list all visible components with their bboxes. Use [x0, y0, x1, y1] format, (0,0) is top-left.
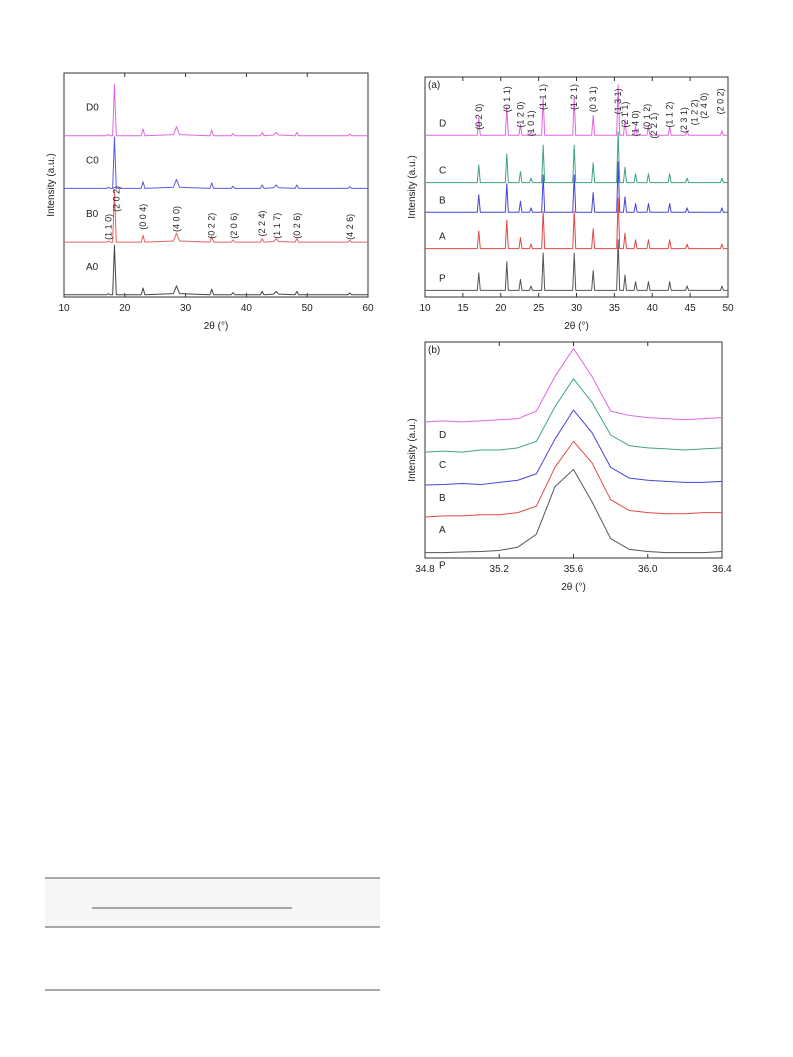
x-tick-label: 20 [495, 303, 507, 314]
peak-label: (0 2 0) [474, 104, 484, 130]
x-tick-label: 15 [457, 303, 469, 314]
trace [424, 409, 723, 486]
series-label: P [439, 561, 446, 572]
series-label: P [439, 273, 446, 284]
peak-label: (2 0 2) [111, 186, 121, 212]
series-label: B0 [86, 209, 99, 220]
x-tick-label: 60 [362, 303, 374, 314]
series-label: D0 [86, 103, 99, 114]
peak-label: (2 0 2) [715, 88, 725, 114]
x-tick-label: 35.6 [564, 564, 584, 575]
trace [425, 239, 728, 291]
y-axis-label: Intensity (a.u.) [407, 418, 418, 481]
series-label: D [439, 430, 446, 441]
peak-label: (0 3 1) [588, 86, 598, 112]
trace [425, 131, 728, 184]
peak-label: (2 2 4) [257, 211, 267, 237]
series-label: C0 [86, 155, 99, 166]
x-tick-label: 34.8 [415, 564, 435, 575]
trace [424, 378, 723, 453]
series-label: A [439, 525, 446, 536]
x-tick-label: 36.0 [638, 564, 658, 575]
peak-label: (1 1 7) [272, 213, 282, 239]
trace [425, 84, 728, 136]
peak-label: (2 3 1) [679, 107, 689, 133]
peak-label: (1 4 0) [631, 110, 641, 136]
panel-label: (a) [428, 80, 440, 91]
y-axis-label: Intensity (a.u.) [407, 155, 418, 218]
trace [425, 161, 728, 213]
x-tick-label: 50 [302, 303, 314, 314]
peak-label: (1 2 1) [569, 84, 579, 110]
peak-label: (1 1 0) [103, 214, 113, 240]
peak-label: (4 0 0) [171, 206, 181, 232]
peak-label: (0 0 4) [138, 204, 148, 230]
x-axis-label: 2θ (°) [204, 321, 229, 332]
series-label: A [439, 232, 446, 243]
y-axis-label: Intensity (a.u.) [46, 153, 57, 216]
x-tick-label: 40 [647, 303, 659, 314]
peak-label: (1 3 1) [613, 88, 623, 114]
x-tick-label: 50 [722, 303, 734, 314]
series-label: D [439, 118, 446, 129]
x-tick-label: 30 [180, 303, 192, 314]
x-tick-label: 35 [609, 303, 621, 314]
peak-label: (1 1 2) [665, 102, 675, 128]
x-tick-label: 30 [571, 303, 583, 314]
series-label: B [439, 195, 446, 206]
trace [64, 136, 368, 189]
peak-label: (0 2 6) [292, 213, 302, 239]
series-label: A0 [86, 262, 99, 273]
peak-label: (1 0 1) [526, 110, 536, 136]
peak-label: (0 1 2) [642, 104, 652, 130]
trace [424, 347, 723, 423]
peak-label: (2 1 1) [620, 102, 630, 128]
panel-label: (b) [428, 345, 440, 356]
x-tick-label: 10 [58, 303, 70, 314]
peak-label: (1 2 0) [515, 102, 525, 128]
peak-label: (2 4 0) [699, 93, 709, 119]
trace [64, 190, 368, 243]
x-tick-label: 25 [533, 303, 545, 314]
peak-label: (1 1 1) [538, 84, 548, 110]
peak-label: (0 2 2) [207, 213, 217, 239]
series-label: B [439, 493, 446, 504]
peak-label: (1 2 2) [690, 99, 700, 125]
trace [64, 244, 368, 296]
x-axis-label: 2θ (°) [561, 582, 586, 593]
series-label: C [439, 166, 446, 177]
x-tick-label: 45 [685, 303, 697, 314]
trace [425, 468, 723, 554]
x-axis-label: 2θ (°) [564, 321, 589, 332]
peak-label: (2 0 6) [229, 213, 239, 239]
table-header-bg [45, 878, 380, 927]
x-tick-label: 10 [419, 303, 431, 314]
peak-label: (0 1 1) [502, 86, 512, 112]
series-label: C [439, 460, 446, 471]
peak-label: (4 2 6) [345, 214, 355, 240]
plot-frame [63, 72, 369, 298]
trace [425, 197, 728, 250]
trace [64, 83, 368, 137]
x-tick-label: 36.4 [712, 564, 732, 575]
x-tick-label: 40 [241, 303, 253, 314]
x-tick-label: 20 [119, 303, 131, 314]
peak-label: (2 2 1) [649, 113, 659, 139]
x-tick-label: 35.2 [490, 564, 510, 575]
trace [424, 440, 722, 518]
